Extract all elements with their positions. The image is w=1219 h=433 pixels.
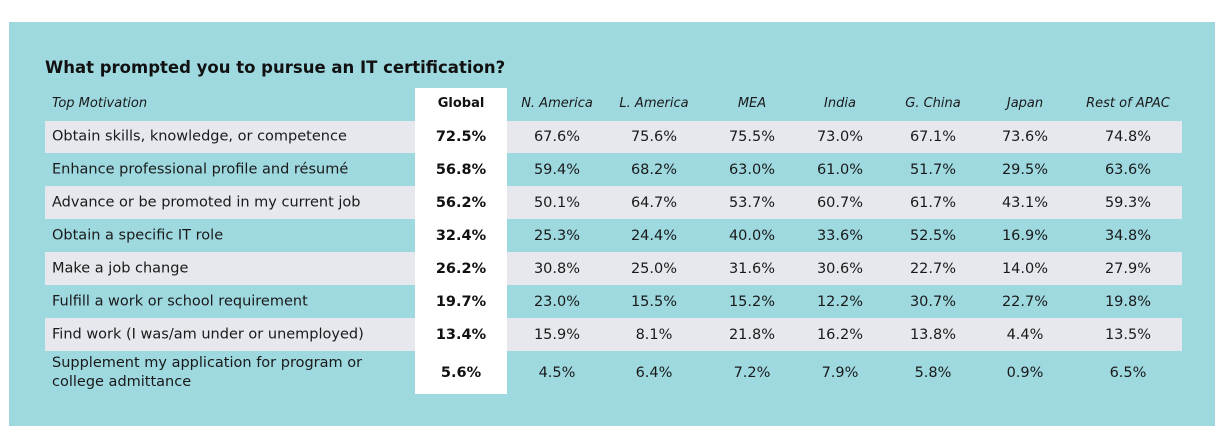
- table-cell: 74.8%: [1104, 129, 1152, 145]
- table-cell: 75.6%: [630, 129, 678, 145]
- table-cell: 13.5%: [1104, 326, 1152, 343]
- table-cell: 30.7%: [909, 293, 957, 310]
- table-cell: 25.0%: [630, 260, 678, 277]
- table-cell: 63.6%: [1104, 162, 1152, 178]
- table-cell: 16.9%: [1001, 227, 1049, 244]
- table-cell: 56.8%: [435, 162, 487, 178]
- table-cell: 40.0%: [728, 227, 776, 244]
- table-cell: 26.2%: [435, 260, 487, 277]
- table-cell: 60.7%: [816, 194, 864, 211]
- row-label: Enhance professional profile and résumé: [52, 161, 349, 178]
- table-cell: 22.7%: [909, 260, 957, 277]
- table-cell: 24.4%: [630, 227, 678, 244]
- table-cell: 12.2%: [816, 293, 864, 310]
- table-cell: 64.7%: [630, 194, 678, 211]
- table-cell: 30.8%: [533, 260, 581, 277]
- table-cell: 6.5%: [1109, 364, 1147, 381]
- row-background: [45, 318, 1182, 351]
- table-cell: 5.6%: [440, 364, 482, 381]
- table-cell: 50.1%: [533, 194, 581, 211]
- table-cell: 67.1%: [909, 129, 957, 145]
- table-cell: 61.0%: [816, 162, 864, 178]
- table-cell: 53.7%: [728, 194, 776, 211]
- table-cell: 8.1%: [635, 326, 673, 343]
- column-header: Japan: [1006, 96, 1044, 111]
- table-cell: 63.0%: [728, 162, 776, 178]
- table-cell: 29.5%: [1001, 162, 1049, 178]
- row-background: [45, 252, 1182, 285]
- table-cell: 16.2%: [816, 326, 864, 343]
- table-cell: 32.4%: [435, 227, 487, 244]
- chart-title: What prompted you to pursue an IT certif…: [45, 58, 506, 77]
- column-header: Rest of APAC: [1086, 96, 1170, 111]
- table-cell: 7.9%: [821, 364, 859, 381]
- table-cell: 27.9%: [1104, 260, 1152, 277]
- table-cell: 5.8%: [914, 364, 952, 381]
- column-header: N. America: [521, 96, 593, 111]
- row-label: Obtain a specific IT role: [52, 227, 224, 243]
- table-cell: 21.8%: [728, 326, 776, 343]
- row-background: [45, 121, 1182, 153]
- table-cell: 14.0%: [1001, 260, 1049, 277]
- table-cell: 13.4%: [435, 326, 487, 343]
- row-label: Supplement my application for program or…: [52, 354, 363, 390]
- column-header: L. America: [619, 96, 689, 111]
- table-cell: 4.4%: [1006, 326, 1044, 343]
- row-label: Make a job change: [52, 260, 189, 276]
- column-header: Global: [437, 96, 485, 111]
- row-label: Obtain skills, knowledge, or competence: [52, 128, 347, 145]
- row-header: Top Motivation: [52, 96, 148, 111]
- table-cell: 15.2%: [728, 293, 776, 310]
- table-cell: 73.0%: [816, 129, 864, 145]
- column-header: India: [824, 96, 856, 111]
- table-cell: 72.5%: [435, 129, 487, 145]
- table-cell: 67.6%: [533, 129, 581, 145]
- table-cell: 68.2%: [630, 162, 678, 178]
- table-cell: 43.1%: [1001, 194, 1049, 211]
- row-label: Advance or be promoted in my current job: [52, 194, 361, 210]
- table-cell: 34.8%: [1104, 227, 1152, 244]
- row-label: Fulfill a work or school requirement: [52, 293, 308, 309]
- table-cell: 30.6%: [816, 260, 864, 277]
- table-cell: 52.5%: [909, 227, 957, 244]
- row-label: Find work (I was/am under or unemployed): [52, 326, 364, 342]
- table-cell: 13.8%: [909, 326, 957, 343]
- table-cell: 73.6%: [1001, 129, 1049, 145]
- table-cell: 22.7%: [1001, 293, 1049, 310]
- table-cell: 6.4%: [635, 364, 673, 381]
- table-cell: 0.9%: [1006, 364, 1044, 381]
- table-cell: 31.6%: [728, 260, 776, 277]
- table-cell: 75.5%: [728, 129, 776, 145]
- table-cell: 25.3%: [533, 227, 581, 244]
- column-header: G. China: [905, 96, 961, 111]
- column-header: MEA: [737, 96, 767, 111]
- table-cell: 4.5%: [538, 364, 576, 381]
- table-cell: 61.7%: [909, 194, 957, 211]
- table-cell: 15.5%: [630, 293, 678, 310]
- table-cell: 33.6%: [816, 227, 864, 244]
- row-background: [45, 186, 1182, 219]
- table-cell: 59.4%: [533, 162, 581, 178]
- table-cell: 15.9%: [533, 326, 581, 343]
- table-cell: 19.7%: [435, 293, 487, 310]
- table-cell: 59.3%: [1104, 194, 1152, 211]
- table-cell: 7.2%: [733, 364, 771, 381]
- global-column-highlight: [415, 88, 507, 394]
- table-cell: 19.8%: [1104, 293, 1152, 310]
- chart-panel: [9, 22, 1215, 426]
- table-cell: 51.7%: [909, 162, 957, 178]
- table-cell: 23.0%: [533, 293, 581, 310]
- table-cell: 56.2%: [435, 194, 487, 211]
